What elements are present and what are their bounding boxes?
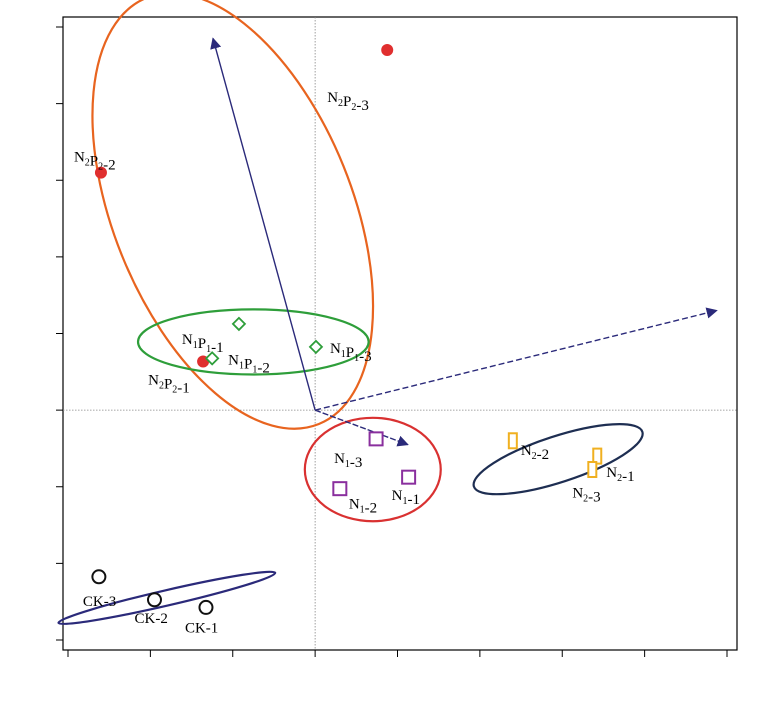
point-label: N1-3 <box>334 451 362 471</box>
point-label: CK-3 <box>83 594 116 610</box>
ellipse-n2p2 <box>91 0 375 430</box>
point-marker <box>381 43 394 56</box>
point-marker <box>91 569 107 585</box>
point-label: N2-3 <box>572 486 600 506</box>
ellipse-n1 <box>303 416 442 523</box>
point-label: N2-1 <box>606 465 634 485</box>
vector-arrow <box>210 37 316 411</box>
point-marker <box>507 432 518 450</box>
point-marker <box>231 316 247 332</box>
point-label: CK-1 <box>185 620 218 636</box>
point-label: CK-2 <box>134 611 167 627</box>
vector-arrow <box>314 307 718 411</box>
point-marker <box>146 592 162 608</box>
point-label: N2P2-2 <box>74 150 116 174</box>
point-label: N1P1-2 <box>228 352 270 376</box>
point-label: N1P1-3 <box>330 341 372 365</box>
point-label: N2P2-3 <box>327 90 369 114</box>
point-marker <box>308 339 324 355</box>
ellipse-ck <box>57 570 277 626</box>
point-label: N2-2 <box>521 443 549 463</box>
point-marker <box>94 166 107 179</box>
vector-arrow <box>314 409 409 447</box>
point-marker <box>332 481 348 497</box>
point-label: N1P1-1 <box>182 332 224 356</box>
point-marker <box>198 599 214 615</box>
point-marker <box>204 351 220 366</box>
ellipse-n1p1 <box>136 308 370 376</box>
point-label: N1-1 <box>392 488 420 508</box>
ellipse-n2 <box>472 423 644 496</box>
point-marker <box>368 431 384 447</box>
point-marker <box>587 461 598 479</box>
point-label: N2P2-1 <box>148 372 190 396</box>
point-marker <box>401 469 417 485</box>
point-label: N1-2 <box>349 497 377 517</box>
